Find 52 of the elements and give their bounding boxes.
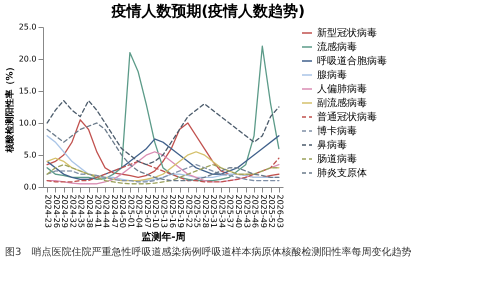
x-tick-label: 2024-50 — [118, 194, 128, 228]
y-tick-label: 25.0 — [18, 22, 36, 32]
y-axis-title: 核酸检测阳性率（%） — [4, 62, 16, 154]
x-tick-label: 2024-38 — [85, 194, 94, 228]
legend-label: 副流感病毒 — [317, 97, 367, 109]
x-tick-label: 2026-03 — [275, 194, 284, 228]
x-tick-label: 2025-01 — [126, 194, 136, 228]
x-tick-label: 2025-46 — [250, 194, 260, 228]
x-tick-label: 2024-35 — [76, 194, 86, 228]
y-tick-label: 5.0 — [24, 150, 36, 160]
x-tick-label: 2025-31 — [209, 194, 218, 228]
x-tick-label: 2024-47 — [110, 194, 119, 228]
legend-label: 肠道病毒 — [317, 153, 357, 165]
y-tick-label: 20.0 — [18, 54, 36, 64]
x-tick-label: 2024-44 — [102, 194, 111, 228]
x-tick-label: 2025-25 — [192, 194, 202, 228]
x-tick-label: 2025-22 — [184, 194, 194, 228]
x-tick-label: 2025-49 — [258, 194, 268, 228]
legend-label: 新型冠状病毒 — [317, 27, 377, 39]
caption: 图3 哨点医院住院严重急性呼吸道感染病例呼吸道样本病原体核酸检测阳性率每周变化趋势 — [5, 246, 412, 258]
x-tick-label: 2025-19 — [176, 194, 186, 228]
x-tick-label: 2025-13 — [160, 194, 168, 228]
chart-title: 疫情人数预期(疫情人数趋势) — [110, 2, 306, 20]
x-tick-label: 2025-04 — [134, 194, 144, 228]
y-tick-label: 0.0 — [24, 182, 36, 192]
line-series — [46, 46, 280, 182]
x-tick-label: 2025-40 — [234, 194, 243, 228]
x-tick-label: 2025-07 — [142, 194, 152, 228]
line-series — [46, 100, 280, 166]
x-tick-label: 2025-16 — [168, 194, 177, 228]
y-tick-label: 10.0 — [18, 118, 36, 128]
x-tick-label: 2025-37 — [226, 194, 235, 228]
legend-label: 博卡病毒 — [317, 125, 357, 137]
legend-label: 普通冠状病毒 — [317, 111, 377, 123]
x-tick-label: 2024-29 — [60, 194, 70, 228]
y-tick-label: 15.0 — [18, 86, 36, 96]
x-tick-label: 2024-32 — [68, 194, 78, 228]
legend-label: 肺炎支原体 — [317, 167, 367, 179]
x-tick-label: 2024-26 — [52, 194, 61, 228]
x-axis-title: 监测年-周 — [141, 230, 186, 243]
legend-label: 呼吸道合胞病毒 — [317, 55, 387, 67]
x-tick-label: 2025-34 — [217, 194, 226, 228]
legend-label: 流感病毒 — [317, 41, 357, 53]
legend-label: 人偏肺病毒 — [317, 83, 367, 95]
legend-label: 鼻病毒 — [317, 139, 347, 151]
x-tick-label: 2024-23 — [44, 194, 53, 228]
x-tick-label: 2025-52 — [267, 194, 276, 228]
x-tick-label: 2025-43 — [242, 194, 252, 228]
x-tick-label: 2025-10 — [151, 194, 160, 228]
x-tick-label: 2025-28 — [200, 194, 210, 228]
legend-label: 腺病毒 — [317, 69, 347, 81]
x-tick-label: 2024-41 — [93, 194, 102, 228]
